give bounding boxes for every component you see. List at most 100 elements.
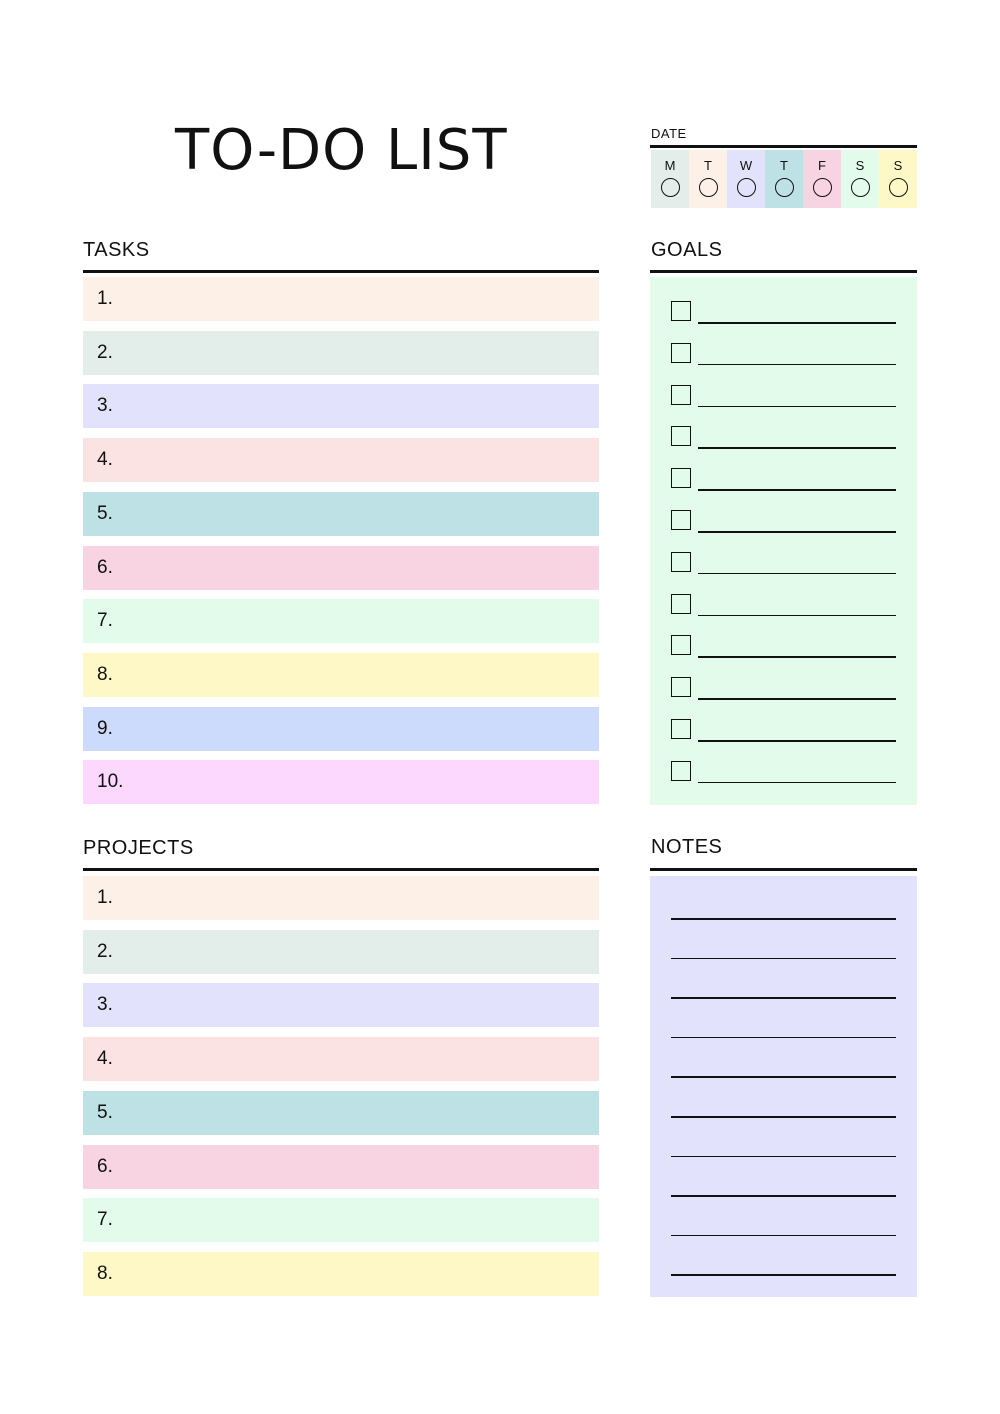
day-cell: W [727, 150, 765, 208]
goal-checkbox[interactable] [671, 760, 691, 781]
goal-write-line[interactable] [698, 572, 896, 575]
goal-write-line[interactable] [698, 322, 896, 324]
goal-write-line[interactable] [698, 656, 896, 658]
tasks-rule [83, 270, 599, 273]
note-write-line[interactable] [671, 918, 896, 920]
row-number: 8. [97, 663, 113, 685]
day-letter: T [704, 158, 712, 173]
projects-row[interactable]: 4. [83, 1037, 599, 1082]
tasks-row[interactable]: 7. [83, 599, 599, 644]
tasks-row[interactable]: 5. [83, 491, 599, 536]
day-circle-toggle[interactable] [736, 178, 756, 197]
goal-write-line[interactable] [698, 405, 896, 408]
goal-checkbox[interactable] [671, 468, 691, 489]
tasks-row[interactable]: 9. [83, 706, 599, 751]
projects-row[interactable]: 2. [83, 929, 599, 974]
goal-write-line[interactable] [698, 363, 896, 366]
day-cell: T [689, 150, 727, 208]
goal-write-line[interactable] [698, 489, 896, 491]
tasks-row[interactable]: 2. [83, 330, 599, 375]
note-write-line[interactable] [671, 1036, 896, 1039]
goal-checkbox[interactable] [671, 510, 691, 530]
projects-row[interactable]: 7. [83, 1198, 599, 1243]
goal-write-line[interactable] [698, 447, 896, 449]
date-label: DATE [651, 126, 687, 141]
day-cell: T [765, 150, 803, 208]
goal-item [671, 719, 896, 742]
goal-write-line[interactable] [698, 698, 896, 700]
note-write-line[interactable] [671, 1076, 896, 1078]
row-number: 6. [97, 1155, 113, 1177]
page-title: TO-DO LIST [175, 118, 508, 183]
goal-item [671, 510, 896, 533]
note-write-line[interactable] [671, 1234, 896, 1237]
day-circle-toggle[interactable] [774, 178, 794, 197]
day-letter: T [780, 158, 788, 173]
tasks-row[interactable]: 6. [83, 545, 599, 590]
goal-checkbox[interactable] [671, 342, 691, 363]
projects-row[interactable]: 5. [83, 1090, 599, 1135]
goal-checkbox[interactable] [671, 301, 691, 321]
goal-checkbox[interactable] [671, 426, 691, 447]
notes-rule [650, 868, 917, 871]
tasks-row[interactable]: 3. [83, 384, 599, 429]
projects-row[interactable]: 1. [83, 876, 599, 920]
row-number: 5. [97, 502, 113, 524]
projects-row[interactable]: 6. [83, 1144, 599, 1189]
day-circle-toggle[interactable] [812, 178, 832, 197]
row-number: 9. [97, 717, 113, 739]
row-number: 7. [97, 1209, 113, 1231]
row-number: 1. [97, 887, 113, 908]
notes-heading: NOTES [651, 836, 723, 858]
day-cell: S [879, 150, 917, 208]
goal-checkbox[interactable] [671, 635, 691, 656]
day-circle-toggle[interactable] [660, 178, 680, 197]
goal-item [671, 677, 896, 700]
projects-row[interactable]: 3. [83, 983, 599, 1028]
projects-rule [83, 868, 599, 871]
note-write-line[interactable] [671, 1155, 896, 1158]
projects-heading: PROJECTS [83, 837, 194, 859]
goal-checkbox[interactable] [671, 593, 691, 614]
goal-checkbox[interactable] [671, 719, 691, 739]
day-letter: M [664, 158, 676, 173]
day-circle-toggle[interactable] [850, 178, 870, 197]
goal-write-line[interactable] [698, 781, 896, 784]
tasks-row[interactable]: 10. [83, 760, 599, 805]
goal-item [671, 635, 896, 658]
goal-item [671, 468, 896, 491]
projects-row[interactable]: 8. [83, 1251, 599, 1296]
goal-item [671, 342, 896, 366]
goal-item [671, 426, 896, 449]
note-write-line[interactable] [671, 1274, 896, 1276]
goals-heading: GOALS [651, 239, 723, 261]
goal-write-line[interactable] [698, 531, 896, 533]
goal-checkbox[interactable] [671, 677, 691, 698]
goal-write-line[interactable] [698, 614, 896, 617]
goal-checkbox[interactable] [671, 551, 691, 572]
goal-checkbox[interactable] [671, 384, 691, 405]
tasks-row[interactable]: 8. [83, 652, 599, 697]
day-letter: W [739, 158, 753, 173]
tasks-row[interactable]: 1. [83, 277, 599, 321]
note-write-line[interactable] [671, 957, 896, 960]
day-cell: S [841, 150, 879, 208]
day-cell: F [803, 150, 841, 208]
day-circle-toggle[interactable] [698, 178, 718, 197]
day-circle-toggle[interactable] [888, 178, 908, 197]
goal-item [671, 301, 896, 324]
day-cell: M [651, 150, 689, 208]
tasks-row[interactable]: 4. [83, 438, 599, 483]
note-write-line[interactable] [671, 1195, 896, 1197]
row-number: 4. [97, 449, 113, 471]
goal-write-line[interactable] [698, 740, 896, 742]
goal-item [671, 760, 896, 784]
note-write-line[interactable] [671, 997, 896, 999]
row-number: 6. [97, 556, 113, 578]
row-number: 1. [97, 288, 113, 309]
note-write-line[interactable] [671, 1116, 896, 1118]
goal-item [671, 551, 896, 575]
row-number: 2. [97, 341, 113, 363]
day-letter: S [855, 158, 865, 173]
